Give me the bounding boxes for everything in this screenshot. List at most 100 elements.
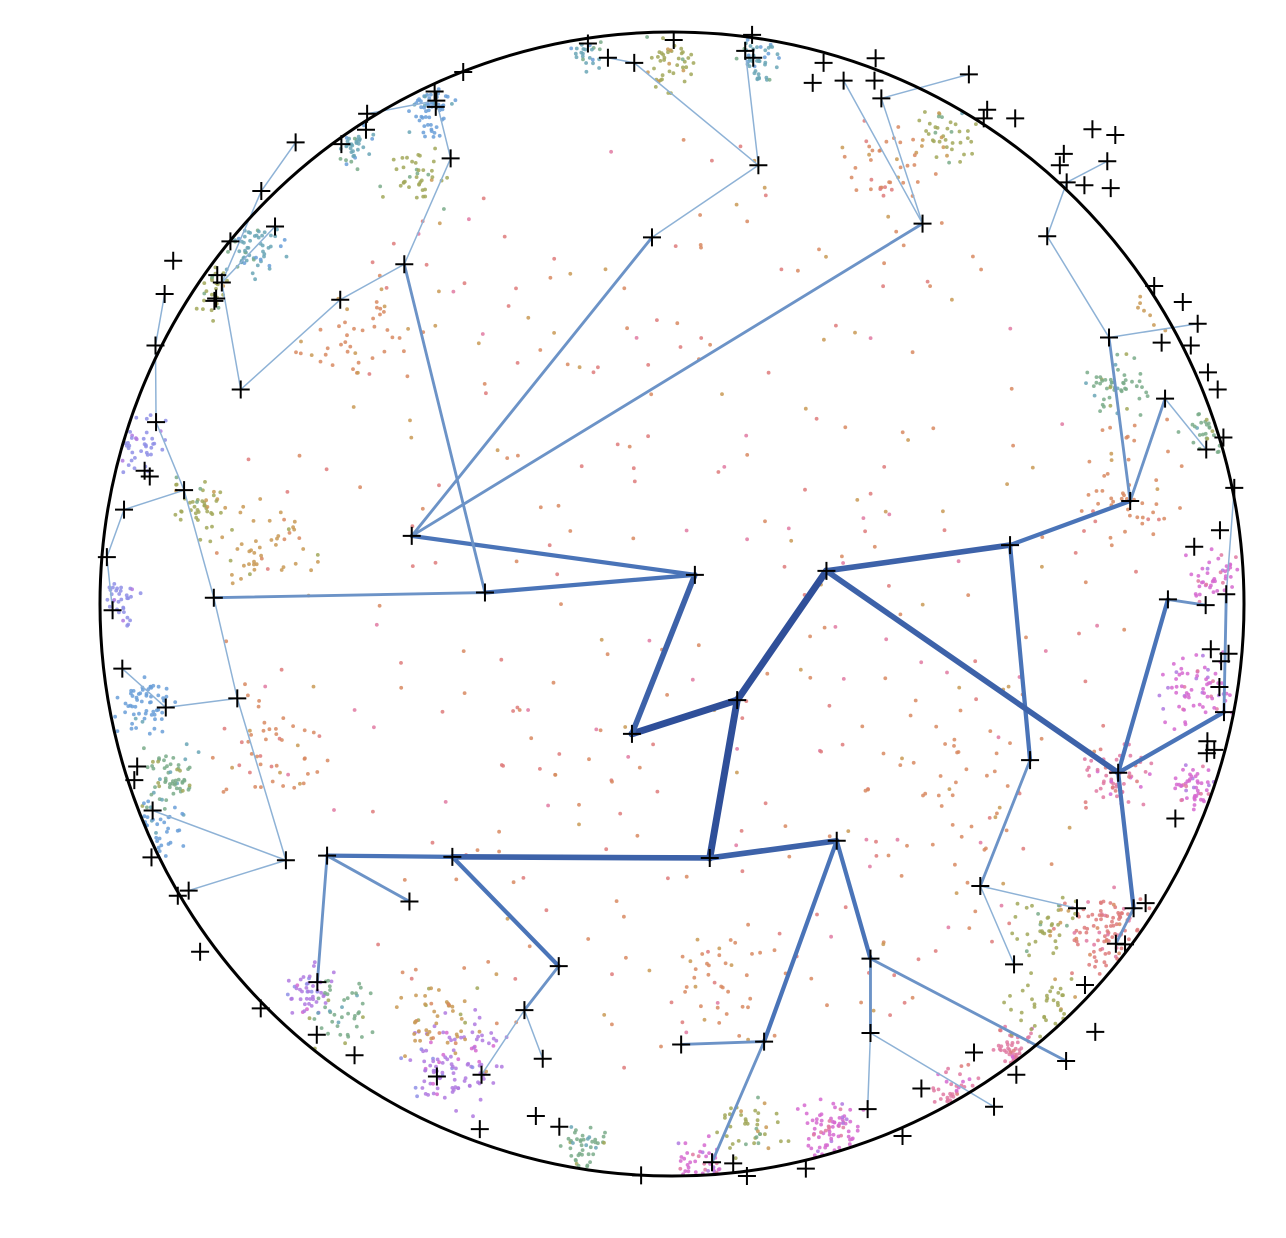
node-marker (128, 757, 147, 776)
data-point (957, 685, 962, 690)
data-point (755, 1122, 760, 1127)
data-point (141, 436, 146, 441)
data-point (720, 392, 724, 396)
data-point (292, 527, 297, 532)
data-point (399, 685, 404, 690)
data-point (166, 842, 171, 846)
data-point (409, 976, 414, 981)
data-point (1060, 895, 1065, 900)
data-point (869, 177, 874, 182)
data-point (883, 185, 887, 190)
data-point (775, 1120, 780, 1125)
data-point (837, 1145, 842, 1150)
data-point (829, 934, 833, 939)
data-point (375, 305, 379, 310)
data-point (1207, 783, 1211, 788)
data-point (814, 1120, 819, 1125)
tree-edge (1046, 181, 1068, 237)
node-marker (1021, 751, 1040, 770)
data-point (346, 1011, 350, 1016)
tree-edge (1225, 487, 1236, 596)
data-point (1221, 580, 1225, 585)
data-point (666, 47, 670, 52)
data-point (1091, 924, 1096, 928)
tree-edge (1107, 336, 1132, 503)
data-point (602, 1140, 606, 1145)
data-point (345, 1032, 350, 1037)
data-point (722, 465, 727, 469)
data-point (895, 157, 899, 162)
data-point (1020, 988, 1025, 993)
data-point (330, 1019, 335, 1024)
data-point (1044, 1018, 1048, 1023)
data-point (295, 743, 300, 748)
data-point (1029, 1027, 1034, 1032)
data-point (962, 152, 966, 157)
data-point (246, 230, 251, 235)
data-point (368, 991, 373, 996)
data-point (105, 597, 110, 602)
data-point (142, 716, 147, 721)
data-point (420, 188, 425, 193)
data-point (451, 1009, 455, 1013)
data-point (846, 829, 851, 833)
data-point (1201, 687, 1205, 691)
data-point (1224, 564, 1229, 568)
data-point (658, 59, 663, 63)
data-point (728, 1124, 733, 1129)
data-point (429, 1001, 434, 1006)
data-point (1117, 951, 1121, 956)
data-point (660, 73, 665, 78)
data-point (971, 254, 975, 259)
data-point (678, 1166, 683, 1171)
data-point (896, 125, 901, 129)
data-point (246, 693, 250, 698)
data-point (763, 519, 767, 524)
data-point (421, 168, 426, 173)
data-point (688, 959, 693, 964)
data-point (706, 1169, 710, 1173)
data-point (467, 217, 471, 222)
data-point (317, 734, 322, 738)
data-point (413, 1019, 418, 1024)
data-point (565, 362, 570, 367)
data-point (258, 754, 263, 758)
data-point (1173, 776, 1178, 781)
data-point (444, 1030, 449, 1035)
data-point (279, 568, 284, 572)
data-point (581, 1137, 586, 1142)
data-point (344, 158, 348, 163)
data-point (806, 1137, 811, 1141)
data-point (758, 45, 763, 49)
tree-edge (866, 1032, 872, 1110)
tree-edge (449, 854, 713, 861)
data-point (574, 55, 579, 60)
data-point (127, 443, 132, 448)
node-marker (1214, 428, 1233, 447)
data-point (248, 572, 252, 577)
node-marker (642, 228, 661, 247)
data-point (603, 267, 608, 272)
data-point (424, 1028, 429, 1033)
data-point (577, 802, 581, 807)
data-point (453, 1051, 458, 1056)
data-point (230, 573, 234, 577)
data-point (445, 94, 450, 99)
data-point (911, 760, 916, 765)
data-point (382, 310, 386, 314)
data-point (159, 717, 164, 721)
data-point (437, 1060, 441, 1065)
data-point (886, 853, 891, 858)
data-point (416, 168, 421, 173)
data-point (695, 937, 700, 942)
data-point (139, 449, 144, 453)
data-point (315, 553, 320, 557)
data-point (548, 275, 553, 280)
data-point (470, 1065, 475, 1070)
data-point (1191, 703, 1196, 708)
node-marker (103, 601, 122, 620)
data-point (689, 72, 693, 77)
data-point (174, 482, 179, 487)
data-point (915, 180, 920, 184)
node-marker (143, 801, 162, 820)
